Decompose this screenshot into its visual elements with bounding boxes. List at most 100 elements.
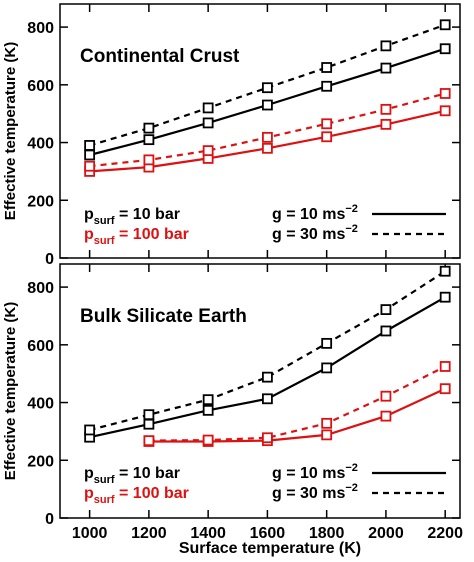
x-tick-label: 1400 xyxy=(190,525,226,542)
legend-symbol: p xyxy=(84,226,94,243)
legend-symbol: p xyxy=(84,485,94,502)
data-point-marker xyxy=(143,134,155,146)
x-tick-label: 2000 xyxy=(368,525,404,542)
data-point-marker xyxy=(321,118,333,130)
data-point-marker xyxy=(143,418,155,430)
data-point-marker xyxy=(262,82,273,94)
legend-text: = 100 bar xyxy=(115,485,189,502)
y-tick-label: 800 xyxy=(27,20,54,37)
legend-gravity-entry: g = 10 ms−2 xyxy=(272,203,358,223)
data-point-marker xyxy=(202,404,214,416)
data-point-marker xyxy=(439,265,451,277)
data-point-marker xyxy=(84,140,96,151)
data-point-marker xyxy=(84,149,96,161)
data-point-marker xyxy=(143,409,155,421)
data-point-marker xyxy=(380,62,392,74)
legend-pressure-entry: psurf = 100 bar xyxy=(84,226,189,247)
data-point-marker xyxy=(439,383,451,395)
legend-superscript: −2 xyxy=(345,203,358,215)
legend-text: = 10 bar xyxy=(115,206,180,223)
y-axis-label: Effective temperature (K) xyxy=(2,42,19,220)
data-point-marker xyxy=(321,362,333,374)
data-point-marker xyxy=(262,432,273,444)
legend-text: g = 10 ms xyxy=(272,206,345,223)
x-tick-label: 2200 xyxy=(427,525,463,542)
legend-gravity-entry: g = 30 ms−2 xyxy=(272,223,358,243)
legend-subscript: surf xyxy=(94,215,115,227)
y-tick-label: 200 xyxy=(27,193,54,210)
legend-pressure-entry: psurf = 100 bar xyxy=(84,485,189,506)
data-point-marker xyxy=(380,304,392,316)
x-tick-label: 1600 xyxy=(250,525,286,542)
panel-title: Bulk Silicate Earth xyxy=(80,306,247,327)
legend-subscript: surf xyxy=(94,494,115,506)
data-point-marker xyxy=(380,103,392,115)
legend-text: g = 10 ms xyxy=(272,465,345,482)
y-tick-label: 800 xyxy=(27,280,54,297)
data-point-marker xyxy=(321,80,333,92)
data-point-marker xyxy=(321,62,333,73)
data-point-marker xyxy=(439,291,451,303)
legend-subscript: surf xyxy=(94,235,115,247)
data-point-marker xyxy=(202,434,214,446)
legend-text: g = 30 ms xyxy=(272,485,345,502)
data-point-marker xyxy=(380,118,392,130)
x-axis-label: Surface temperature (K) xyxy=(179,540,361,557)
legend-pressure-entry: psurf = 10 bar xyxy=(84,465,180,486)
data-point-marker xyxy=(321,131,333,143)
series-line-4 xyxy=(148,365,446,442)
legend-text: = 10 bar xyxy=(115,465,180,482)
x-tick-label: 1000 xyxy=(72,525,108,542)
legend-symbol: p xyxy=(84,206,94,223)
data-point-marker xyxy=(202,145,214,157)
data-point-marker xyxy=(439,43,451,55)
legend-superscript: −2 xyxy=(345,223,358,235)
data-point-marker xyxy=(380,40,392,52)
legend-pressure-entry: psurf = 10 bar xyxy=(84,206,180,227)
panel-2: 0 200 400 600 800 1000 1200 1400 1600 1800 2000 220… xyxy=(2,263,463,557)
y-tick-label: 600 xyxy=(27,338,54,355)
legend-superscript: −2 xyxy=(345,462,358,474)
data-point-marker xyxy=(202,394,214,406)
data-point-marker xyxy=(262,142,273,154)
data-point-marker xyxy=(143,122,155,134)
panel-title: Continental Crust xyxy=(80,46,240,67)
data-point-marker xyxy=(380,390,392,402)
legend-gravity-entry: g = 30 ms−2 xyxy=(272,482,358,502)
plot-frame xyxy=(59,3,461,259)
y-tick-label: 400 xyxy=(27,396,54,413)
x-tick-label: 1800 xyxy=(309,525,345,542)
y-tick-label: 0 xyxy=(45,511,54,528)
data-point-marker xyxy=(202,102,214,114)
legend-symbol: p xyxy=(84,465,94,482)
data-point-marker xyxy=(380,410,392,422)
y-tick-label: 0 xyxy=(45,251,54,268)
data-point-marker xyxy=(262,131,273,143)
data-point-marker xyxy=(262,99,273,111)
data-point-marker xyxy=(439,361,451,372)
panel-1: 0 200 400 600 800 Effective temperature (K) Co… xyxy=(2,3,461,268)
data-point-marker xyxy=(84,424,96,436)
y-tick-label: 200 xyxy=(27,453,54,470)
data-point-marker xyxy=(262,393,273,405)
y-tick-label: 600 xyxy=(27,78,54,95)
y-tick-label: 400 xyxy=(27,136,54,153)
data-point-marker xyxy=(439,88,451,99)
legend-gravity-entry: g = 10 ms−2 xyxy=(272,462,358,482)
data-point-marker xyxy=(321,429,333,441)
series-line-3 xyxy=(148,387,446,443)
legend-text: g = 30 ms xyxy=(272,226,345,243)
data-point-marker xyxy=(84,160,96,172)
data-point-marker xyxy=(439,105,451,117)
legend-text: = 100 bar xyxy=(115,226,189,243)
legend-subscript: surf xyxy=(94,474,115,486)
data-point-marker xyxy=(380,325,392,337)
data-point-marker xyxy=(321,337,333,349)
plot-frame xyxy=(59,263,461,519)
data-point-marker xyxy=(202,117,214,129)
data-point-marker xyxy=(143,435,155,447)
data-point-marker xyxy=(439,19,451,31)
legend-superscript: −2 xyxy=(345,482,358,494)
data-point-marker xyxy=(262,371,273,383)
